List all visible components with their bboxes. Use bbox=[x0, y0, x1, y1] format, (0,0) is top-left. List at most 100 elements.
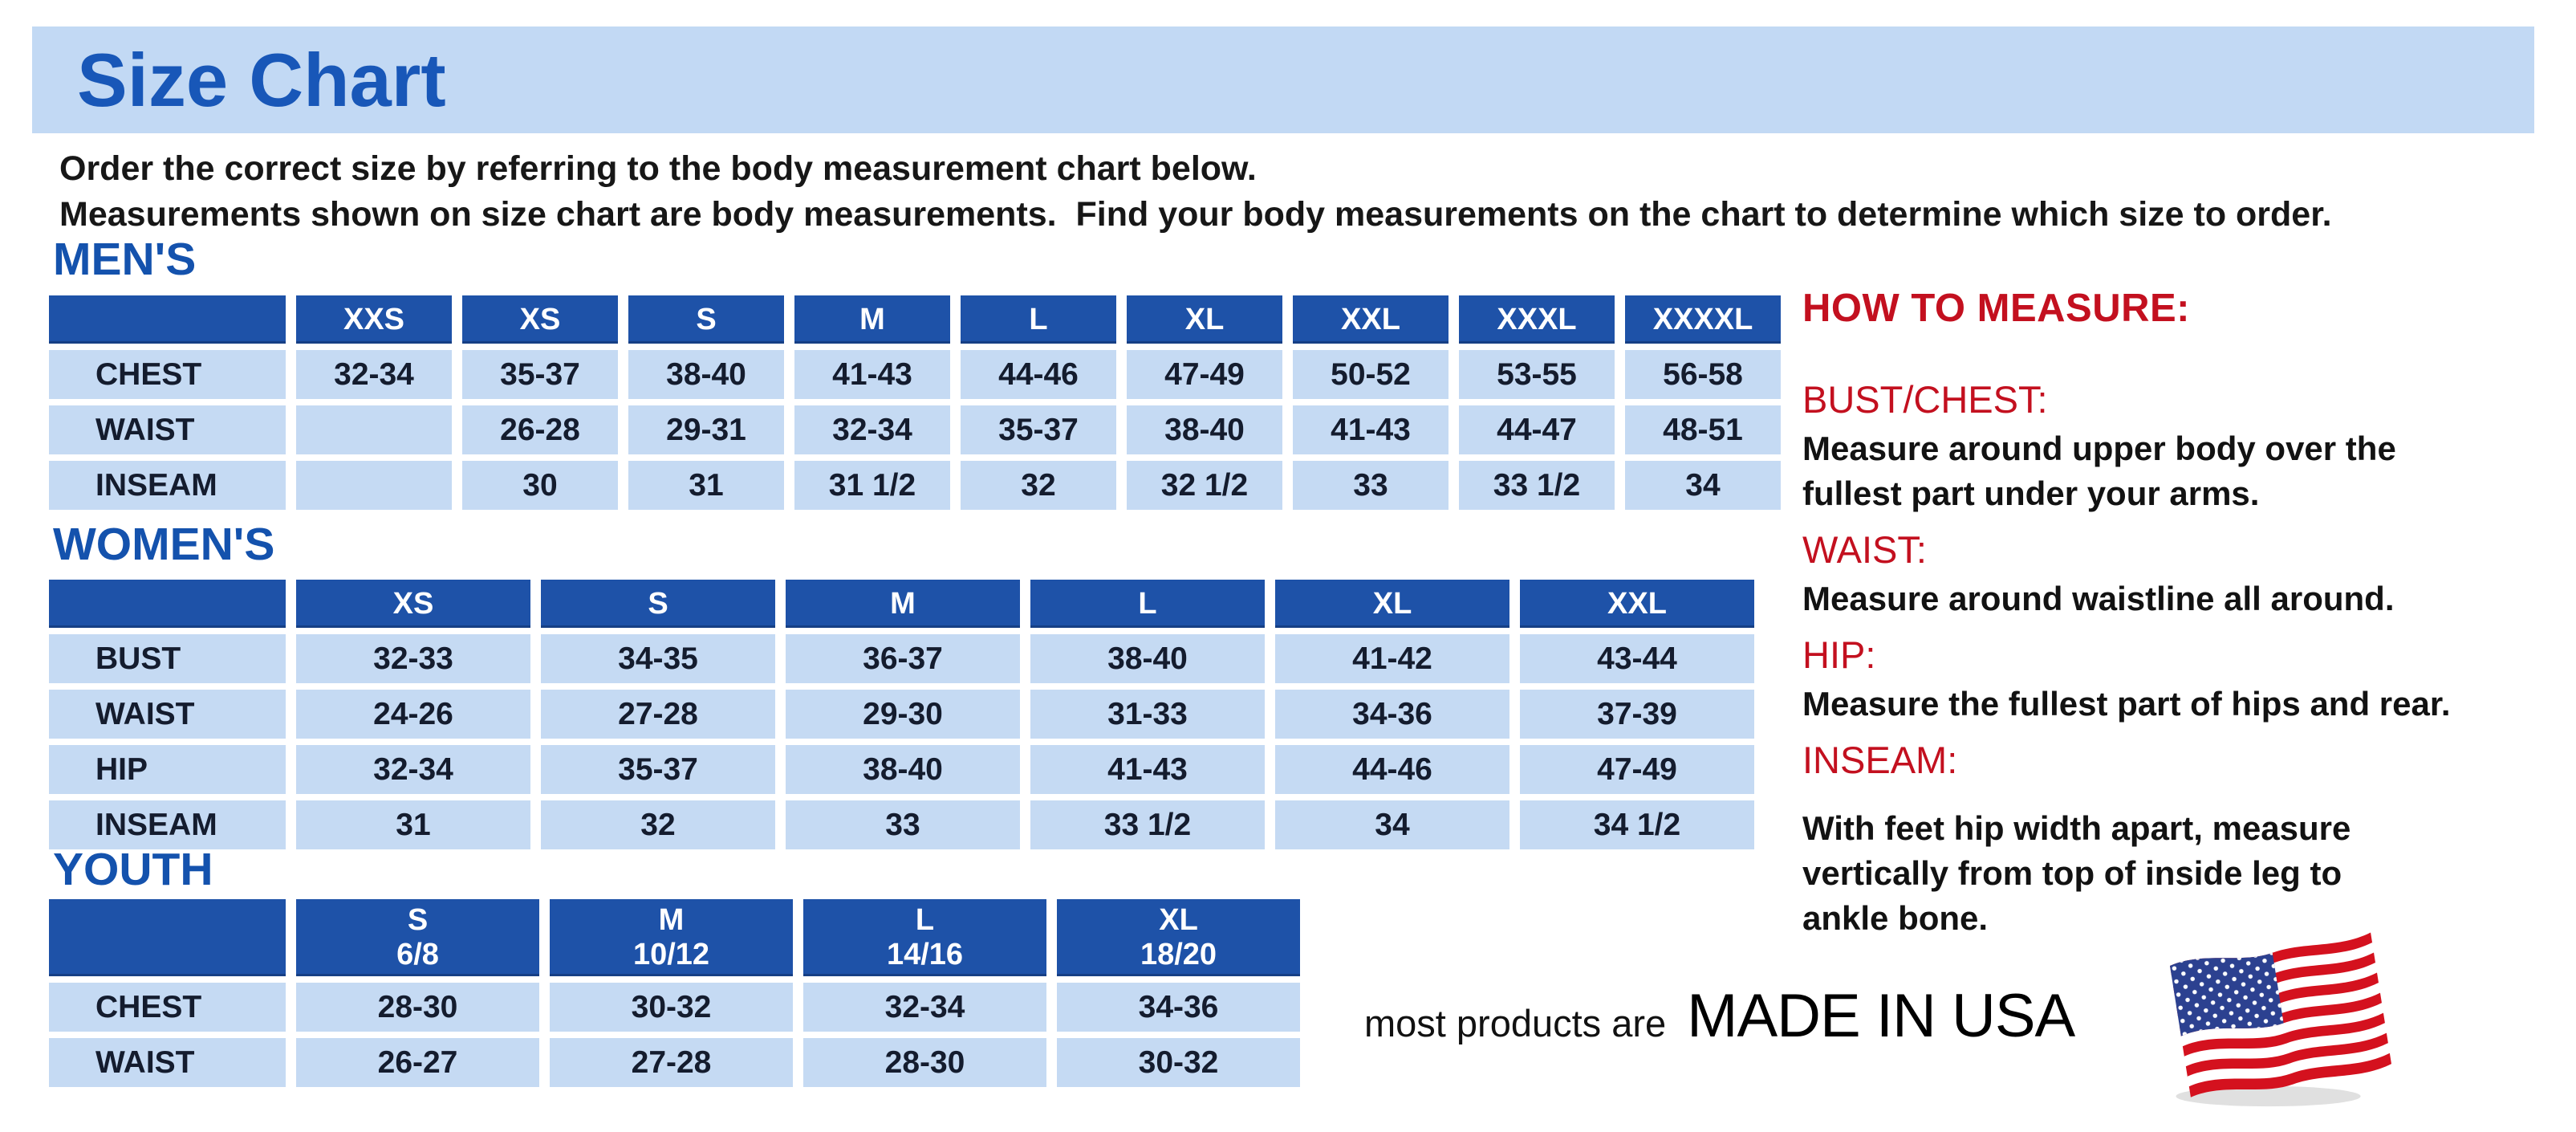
mens-section-heading: MEN'S bbox=[53, 234, 197, 285]
measurement-value-cell: 35-37 bbox=[961, 405, 1116, 454]
measurement-value-cell: 26-28 bbox=[462, 405, 618, 454]
womens-size-table: XS S M L XL XXL BUST 32-33 34-35 36-37 38-40 41-42 4… bbox=[49, 580, 1754, 849]
measurement-value-cell: 31 1/2 bbox=[794, 461, 950, 510]
measurement-value-cell: 32 bbox=[541, 800, 775, 849]
column-header-cell: L bbox=[961, 295, 1116, 344]
measurement-value-cell: 30 bbox=[462, 461, 618, 510]
measure-section-text: With feet hip width apart, measure verti… bbox=[1802, 809, 2351, 937]
measurement-value-cell: 38-40 bbox=[1127, 405, 1282, 454]
column-header-cell: S bbox=[541, 580, 775, 628]
row-label-cell: BUST bbox=[49, 634, 286, 683]
intro-text: Order the correct size by referring to t… bbox=[59, 149, 2332, 234]
measurement-value-cell: 34 bbox=[1625, 461, 1781, 510]
measurement-value-cell: 33 bbox=[1293, 461, 1448, 510]
measurement-value-cell: 29-30 bbox=[786, 690, 1020, 739]
page-title: Size Chart bbox=[77, 37, 446, 122]
measurement-value-cell: 31-33 bbox=[1030, 690, 1265, 739]
youth-size-table: S 6/8 M 10/12 L 14/16 XL 18/20 CHEST 28-30 30-32 32… bbox=[49, 899, 1300, 1087]
row-label-cell: INSEAM bbox=[49, 461, 286, 510]
measurement-value-cell: 34-36 bbox=[1275, 690, 1509, 739]
measurement-value-cell: 35-37 bbox=[541, 745, 775, 794]
measurement-value-cell: 26-27 bbox=[296, 1038, 539, 1087]
measurement-value-cell: 27-28 bbox=[541, 690, 775, 739]
measurement-value-cell: 31 bbox=[628, 461, 784, 510]
column-header-cell: XXL bbox=[1293, 295, 1448, 344]
measurement-value-cell: 28-30 bbox=[296, 983, 539, 1032]
row-label-cell: HIP bbox=[49, 745, 286, 794]
measurement-value-cell: 36-37 bbox=[786, 634, 1020, 683]
measurement-value-cell: 30-32 bbox=[1057, 1038, 1300, 1087]
measurement-value-cell: 29-31 bbox=[628, 405, 784, 454]
measurement-value-cell: 32-34 bbox=[296, 745, 530, 794]
column-header-cell: XXS bbox=[296, 295, 452, 344]
measure-section: WAIST: Measure around waistline all aroun… bbox=[1802, 527, 2576, 621]
measurement-value-cell: 32-34 bbox=[803, 983, 1046, 1032]
column-header-cell: XS bbox=[296, 580, 530, 628]
row-label-cell: WAIST bbox=[49, 690, 286, 739]
measure-section-text: Measure the fullest part of hips and rea… bbox=[1802, 685, 2451, 723]
measurement-value-cell: 38-40 bbox=[628, 350, 784, 399]
youth-section-heading: YOUTH bbox=[53, 844, 213, 895]
measurement-value-cell: 41-43 bbox=[1030, 745, 1265, 794]
measure-section-text: Measure around upper body over the fulle… bbox=[1802, 430, 2396, 512]
measurement-value-cell: 32-33 bbox=[296, 634, 530, 683]
measurement-value-cell: 44-46 bbox=[961, 350, 1116, 399]
table-corner-cell bbox=[49, 580, 286, 628]
table-corner-cell bbox=[49, 899, 286, 976]
column-header-cell: M bbox=[794, 295, 950, 344]
measure-section: BUST/CHEST: Measure around upper body ove… bbox=[1802, 377, 2576, 516]
row-label-cell: WAIST bbox=[49, 1038, 286, 1087]
measurement-value-cell: 33 1/2 bbox=[1030, 800, 1265, 849]
column-header-cell: XS bbox=[462, 295, 618, 344]
measurement-value-cell: 50-52 bbox=[1293, 350, 1448, 399]
measure-section-text: Measure around waistline all around. bbox=[1802, 580, 2395, 617]
measurement-value-cell: 30-32 bbox=[550, 983, 793, 1032]
measurement-value-cell: 38-40 bbox=[786, 745, 1020, 794]
measurement-value-cell bbox=[296, 405, 452, 454]
measurement-value-cell: 33 bbox=[786, 800, 1020, 849]
column-header-cell: S bbox=[628, 295, 784, 344]
measurement-value-cell: 34-35 bbox=[541, 634, 775, 683]
womens-section-heading: WOMEN'S bbox=[53, 519, 275, 570]
measurement-value-cell: 37-39 bbox=[1520, 690, 1754, 739]
measure-section: HIP: Measure the fullest part of hips and… bbox=[1802, 633, 2576, 727]
usa-flag-icon bbox=[2160, 923, 2411, 1113]
measurement-value-cell: 34 1/2 bbox=[1520, 800, 1754, 849]
mens-size-table: XXS XS S M L XL XXL XXXL XXXXL CHEST 32-34 35-37 38-… bbox=[49, 295, 1781, 510]
measurement-value-cell: 44-46 bbox=[1275, 745, 1509, 794]
measure-section: INSEAM: With feet hip width apart, measur… bbox=[1802, 738, 2576, 941]
measure-section-label: WAIST: bbox=[1802, 528, 1927, 571]
made-in-usa-line: most products are MADE IN USA bbox=[1364, 981, 2075, 1051]
row-label-cell: CHEST bbox=[49, 350, 286, 399]
measure-section-label: HIP: bbox=[1802, 633, 1876, 676]
measurement-value-cell: 47-49 bbox=[1127, 350, 1282, 399]
row-label-cell: WAIST bbox=[49, 405, 286, 454]
measurement-value-cell: 32-34 bbox=[794, 405, 950, 454]
measurement-value-cell bbox=[296, 461, 452, 510]
measurement-value-cell: 41-43 bbox=[1293, 405, 1448, 454]
how-to-measure-panel: HOW TO MEASURE: BUST/CHEST: Measure aroun… bbox=[1802, 286, 2576, 941]
measurement-value-cell: 34-36 bbox=[1057, 983, 1300, 1032]
column-header-cell: M 10/12 bbox=[550, 899, 793, 976]
table-corner-cell bbox=[49, 295, 286, 344]
measurement-value-cell: 41-42 bbox=[1275, 634, 1509, 683]
measurement-value-cell: 48-51 bbox=[1625, 405, 1781, 454]
how-to-measure-sections: BUST/CHEST: Measure around upper body ove… bbox=[1802, 377, 2576, 941]
column-header-cell: XXL bbox=[1520, 580, 1754, 628]
measurement-value-cell: 38-40 bbox=[1030, 634, 1265, 683]
measurement-value-cell: 32 bbox=[961, 461, 1116, 510]
measurement-value-cell: 35-37 bbox=[462, 350, 618, 399]
measurement-value-cell: 27-28 bbox=[550, 1038, 793, 1087]
measurement-value-cell: 32-34 bbox=[296, 350, 452, 399]
measurement-value-cell: 31 bbox=[296, 800, 530, 849]
measurement-value-cell: 53-55 bbox=[1459, 350, 1615, 399]
measurement-value-cell: 56-58 bbox=[1625, 350, 1781, 399]
column-header-cell: L 14/16 bbox=[803, 899, 1046, 976]
title-banner: Size Chart bbox=[32, 26, 2534, 133]
measure-section-label: BUST/CHEST: bbox=[1802, 378, 2048, 421]
column-header-cell: XL bbox=[1127, 295, 1282, 344]
measurement-value-cell: 24-26 bbox=[296, 690, 530, 739]
measurement-value-cell: 43-44 bbox=[1520, 634, 1754, 683]
measure-section-label: INSEAM: bbox=[1802, 739, 1958, 781]
column-header-cell: L bbox=[1030, 580, 1265, 628]
